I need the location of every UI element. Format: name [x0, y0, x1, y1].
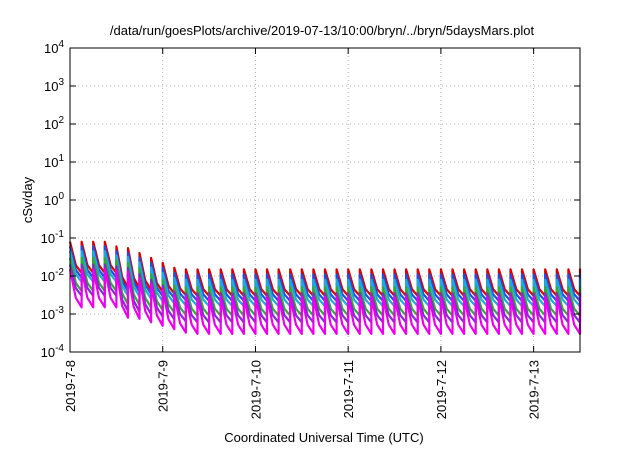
series-line-1	[68, 245, 582, 303]
series-line-4	[68, 263, 582, 324]
y-tick-label: 100	[44, 191, 64, 208]
x-tick-label: 2019-7-11	[341, 360, 356, 418]
series-line-2	[68, 250, 582, 308]
tick-group: 2019-7-8 2019-7-9 2019-7-10 2019-7-11 2019-7…	[41, 39, 580, 419]
y-tick-label: 104	[44, 39, 64, 56]
x-tick-label: 2019-7-9	[156, 360, 171, 412]
series-line-5	[68, 268, 582, 335]
series-line-3	[68, 256, 582, 317]
x-tick-label: 2019-7-8	[63, 360, 78, 412]
y-tick-label: 10-1	[41, 229, 65, 246]
chart-title: /data/run/goesPlots/archive/2019-07-13/1…	[110, 23, 535, 38]
y-axis-label: cSv/day	[20, 176, 35, 223]
y-tick-label: 10-3	[41, 305, 65, 322]
series-group	[68, 240, 582, 335]
y-tick-label: 102	[44, 115, 64, 132]
x-tick-label: 2019-7-12	[434, 360, 449, 419]
y-tick-label: 101	[44, 153, 64, 170]
x-tick-label: 2019-7-10	[248, 360, 263, 419]
y-tick-label: 10-4	[41, 343, 65, 360]
series-line-0	[68, 240, 582, 297]
x-tick-label: 2019-7-13	[527, 360, 542, 419]
grid-lines	[70, 48, 580, 352]
x-axis-label: Coordinated Universal Time (UTC)	[224, 430, 423, 445]
y-tick-label: 103	[44, 77, 64, 94]
y-tick-label: 10-2	[41, 267, 65, 284]
